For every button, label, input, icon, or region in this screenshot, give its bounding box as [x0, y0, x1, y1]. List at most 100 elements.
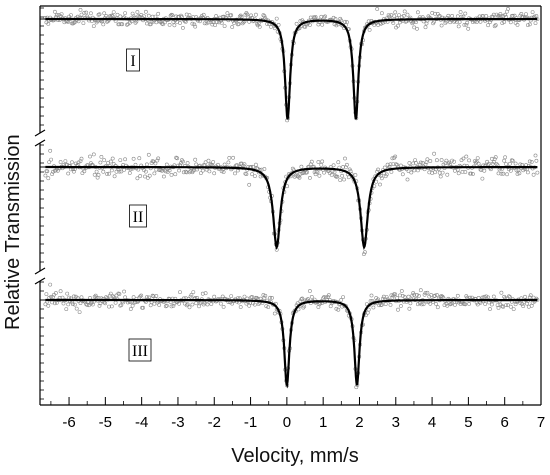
data-point — [457, 20, 462, 24]
data-point — [82, 10, 87, 15]
data-point — [231, 155, 236, 160]
data-point — [150, 293, 155, 298]
data-point — [148, 303, 153, 308]
data-point — [407, 161, 412, 165]
data-point — [489, 156, 494, 161]
data-point — [510, 158, 515, 163]
data-point — [505, 172, 509, 177]
data-point — [316, 22, 321, 27]
data-point — [67, 295, 72, 300]
data-point — [141, 305, 146, 310]
data-point — [185, 161, 190, 165]
data-point — [416, 293, 421, 298]
data-point — [117, 292, 122, 296]
data-point — [378, 182, 382, 187]
data-point — [336, 307, 341, 312]
data-point — [437, 13, 442, 18]
data-point — [375, 7, 380, 11]
data-point — [242, 294, 247, 299]
data-point — [171, 303, 176, 308]
data-point — [256, 21, 261, 26]
data-point — [450, 158, 455, 163]
data-point — [423, 25, 428, 30]
data-point — [399, 289, 404, 293]
data-point — [463, 302, 468, 307]
data-point — [415, 292, 419, 297]
data-point — [506, 6, 510, 11]
data-point — [343, 165, 348, 170]
data-point — [464, 22, 469, 27]
x-tick-label: 0 — [283, 414, 291, 431]
data-point — [194, 162, 199, 167]
data-point — [394, 25, 399, 30]
data-point — [393, 292, 398, 297]
data-point — [161, 22, 165, 27]
data-point — [513, 20, 518, 25]
data-point — [242, 162, 247, 167]
data-point — [410, 293, 415, 298]
data-point — [339, 18, 344, 23]
data-point — [139, 293, 144, 298]
data-point — [98, 160, 103, 165]
data-point — [527, 159, 532, 164]
data-point — [389, 169, 394, 174]
data-point — [299, 164, 304, 169]
data-point — [309, 159, 314, 164]
data-point — [49, 157, 54, 162]
data-point — [488, 20, 492, 25]
data-point — [111, 162, 116, 166]
data-point — [382, 165, 387, 170]
data-point — [493, 155, 498, 160]
data-point — [301, 171, 306, 175]
data-point — [482, 168, 487, 173]
data-point — [513, 161, 518, 166]
data-point — [104, 13, 109, 18]
data-point — [192, 22, 197, 27]
data-point — [269, 24, 273, 29]
data-point — [105, 172, 110, 176]
data-point — [147, 173, 152, 178]
data-point — [377, 303, 382, 308]
data-point — [384, 295, 389, 300]
data-point — [391, 162, 396, 167]
data-point — [412, 292, 417, 297]
x-tick-label: 3 — [392, 414, 400, 431]
data-point — [115, 12, 120, 17]
data-point — [445, 172, 450, 177]
data-point — [82, 169, 87, 174]
data-point — [264, 304, 269, 309]
data-point — [227, 155, 232, 160]
data-point — [46, 303, 51, 308]
data-point — [118, 14, 123, 19]
data-point — [130, 303, 135, 308]
data-point — [102, 11, 107, 16]
data-point — [262, 167, 267, 171]
data-point — [81, 21, 86, 26]
data-point — [266, 305, 271, 310]
data-point — [272, 26, 277, 31]
data-point — [91, 152, 96, 157]
data-point — [53, 301, 57, 306]
data-point — [467, 301, 472, 306]
data-point — [488, 307, 492, 311]
data-point — [392, 14, 397, 19]
data-point — [72, 20, 76, 25]
data-point — [229, 294, 234, 299]
data-point — [434, 158, 439, 163]
data-point — [379, 11, 384, 16]
data-point — [302, 304, 307, 309]
data-point — [306, 297, 310, 301]
data-point — [510, 13, 515, 18]
data-point — [167, 168, 172, 173]
data-point — [59, 12, 64, 17]
data-point — [98, 301, 103, 306]
data-point — [332, 170, 337, 175]
data-point — [412, 168, 417, 173]
data-point — [49, 294, 54, 299]
data-point — [408, 301, 413, 306]
data-point — [58, 14, 63, 19]
data-point — [334, 306, 339, 311]
data-point — [396, 307, 400, 312]
data-point — [177, 301, 182, 306]
